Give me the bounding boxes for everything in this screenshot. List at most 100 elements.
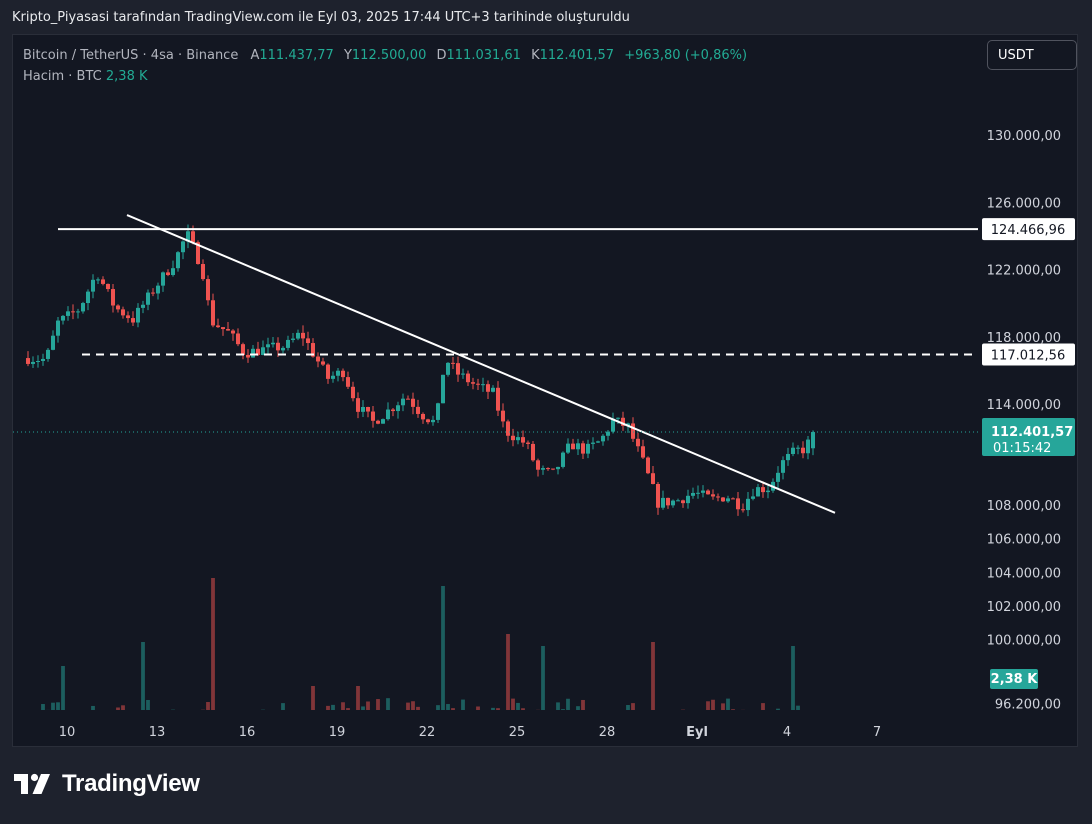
volume-bar (551, 729, 555, 746)
volume-bar (206, 702, 210, 710)
candle-body (531, 443, 535, 461)
candle-body (271, 342, 275, 345)
candle-body (91, 279, 95, 292)
candle-body (561, 452, 565, 467)
candle-body (176, 252, 180, 269)
volume-bar (626, 705, 630, 710)
volume-bars (41, 578, 815, 746)
volume-bar (541, 646, 545, 710)
open-value: 111.437,77 (259, 48, 334, 63)
candle-body (641, 446, 645, 458)
volume-legend-row: Hacim · BTC 2,38 K (23, 66, 747, 87)
volume-bar (276, 727, 280, 746)
candle-body (491, 387, 495, 392)
candle-body (416, 406, 420, 414)
price-tick-label: 126.000,00 (987, 196, 1061, 211)
volume-bar (581, 699, 585, 710)
volume-bar (756, 729, 760, 746)
volume-bar (531, 723, 535, 746)
candle-body (41, 358, 45, 362)
candle-body (581, 443, 585, 454)
price-tick-label: 96.200,00 (995, 698, 1061, 713)
candle-body (746, 498, 750, 511)
candle-body (226, 329, 230, 331)
candle-body (506, 421, 510, 436)
price-tick-label: 130.000,00 (987, 129, 1061, 144)
candle-body (426, 419, 430, 423)
candle-body (761, 487, 765, 493)
candle-body (26, 358, 30, 364)
candle-body (186, 231, 190, 242)
price-chart[interactable]: 130.000,00 126.000,00 122.000,00 118.000,00… (13, 35, 1078, 747)
candle-body (451, 362, 455, 364)
candle-body (511, 435, 515, 441)
candle-body (606, 431, 610, 436)
candle-body (436, 403, 440, 420)
candle-body (216, 325, 220, 328)
candle-body (566, 443, 570, 453)
volume-bar (201, 709, 205, 710)
volume-bar (111, 722, 115, 746)
currency-button[interactable]: USDT (987, 40, 1077, 70)
volume-bar (51, 702, 55, 710)
candle-body (576, 443, 580, 450)
volume-label[interactable]: Hacim · BTC (23, 69, 102, 84)
candle-body (731, 498, 735, 500)
volume-bar (796, 705, 800, 710)
candle-body (791, 447, 795, 454)
symbol-title[interactable]: Bitcoin / TetherUS · 4sa · Binance (23, 48, 239, 63)
candle-body (231, 330, 235, 334)
volume-bar (731, 709, 735, 710)
candle-body (256, 348, 260, 355)
candle-body (251, 348, 255, 358)
volume-bar (576, 706, 580, 710)
volume-bar (416, 706, 420, 710)
candle-body (306, 338, 310, 344)
candle-body (246, 354, 250, 358)
time-tick-label: 19 (329, 725, 346, 740)
candle-body (381, 419, 385, 424)
candle-body (671, 500, 675, 506)
candle-body (331, 375, 335, 379)
candle-body (496, 387, 500, 411)
time-tick-label: 7 (873, 725, 881, 740)
candle-body (196, 242, 200, 265)
high-label: Y (343, 48, 352, 63)
close-value: 112.401,57 (539, 48, 615, 63)
candle-body (276, 342, 280, 351)
volume-bar (516, 702, 520, 710)
volume-badge (990, 669, 1038, 689)
candle-body (191, 231, 195, 243)
tradingview-logo[interactable]: TradingView (14, 770, 200, 798)
volume-bar (536, 709, 540, 710)
volume-value: 2,38 K (105, 69, 148, 84)
volume-bar (511, 698, 515, 710)
volume-bar (451, 708, 455, 710)
candle-body (206, 279, 210, 301)
candle-body (366, 406, 370, 412)
time-tick-label: 13 (149, 725, 166, 740)
candle-body (486, 384, 490, 392)
tradingview-logo-icon (14, 773, 50, 794)
candle-body (86, 291, 90, 304)
volume-bar (811, 718, 815, 746)
volume-bar (776, 708, 780, 710)
candle-body (801, 447, 805, 454)
chart-pane[interactable]: 130.000,00 126.000,00 122.000,00 118.000,00… (12, 34, 1078, 747)
volume-bar (131, 722, 135, 746)
volume-bar (136, 710, 140, 746)
volume-bar (631, 703, 635, 710)
volume-bar (806, 710, 810, 746)
candle-body (636, 438, 640, 447)
candle-body (446, 362, 450, 375)
bar-countdown: 01:15:42 (993, 441, 1051, 456)
candle-body (521, 437, 525, 443)
candle-body (651, 473, 655, 484)
volume-bar (301, 724, 305, 746)
volume-bar (306, 716, 310, 746)
candle-body (721, 497, 725, 502)
candle-body (611, 418, 615, 432)
candle-body (136, 307, 140, 323)
level-price-tag (982, 218, 1075, 241)
candle-body (351, 386, 355, 399)
